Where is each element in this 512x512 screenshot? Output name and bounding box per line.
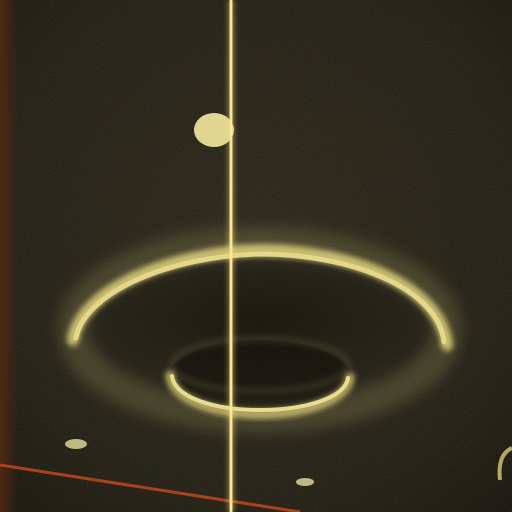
inner-ring [165, 336, 355, 419]
floor-dot-left [65, 439, 87, 449]
floor-line [0, 463, 301, 512]
vertical-beam [227, 0, 235, 512]
floating-dot [194, 113, 234, 147]
right-edge-ring-fragment [497, 446, 512, 481]
floor-dot-center [296, 478, 314, 486]
left-edge-glow [0, 0, 18, 512]
